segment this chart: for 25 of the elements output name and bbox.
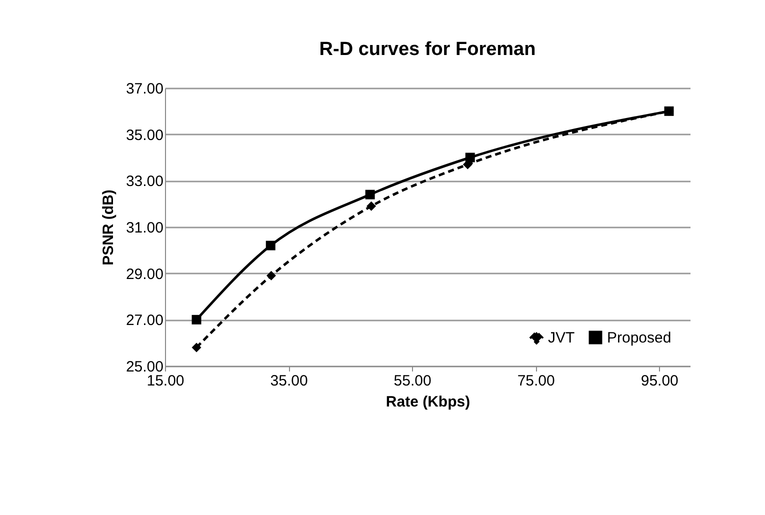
point (192, 342, 202, 352)
y-tick-label: 27.00 (126, 312, 164, 330)
legend-label: JVT (548, 330, 575, 347)
y-tick-label: 31.00 (126, 220, 164, 236)
point (266, 270, 276, 280)
chart-title: R-D curves for Foreman (319, 39, 536, 60)
y-tick-label: 25.00 (126, 358, 164, 376)
x-tick-label: 95.00 (640, 372, 678, 390)
y-tick-label: 33.00 (126, 173, 164, 190)
y-axis-title: PSNR (dB) (100, 190, 117, 266)
legend-label: Proposed (607, 330, 672, 347)
point (266, 240, 276, 250)
x-tick-label: 15.00 (146, 372, 184, 390)
y-tick-label: 35.00 (126, 126, 164, 144)
y-tick-label: 37.00 (126, 80, 164, 98)
point (365, 190, 375, 200)
point (465, 152, 475, 162)
x-tick-label: 35.00 (270, 372, 308, 390)
point (664, 106, 674, 116)
point (366, 201, 376, 211)
x-tick-label: 75.00 (517, 372, 555, 390)
x-tick-label: 55.00 (394, 372, 432, 390)
x-axis-title: Rate (Kbps) (386, 394, 470, 410)
y-tick-label: 29.00 (126, 266, 164, 283)
point (192, 314, 202, 324)
